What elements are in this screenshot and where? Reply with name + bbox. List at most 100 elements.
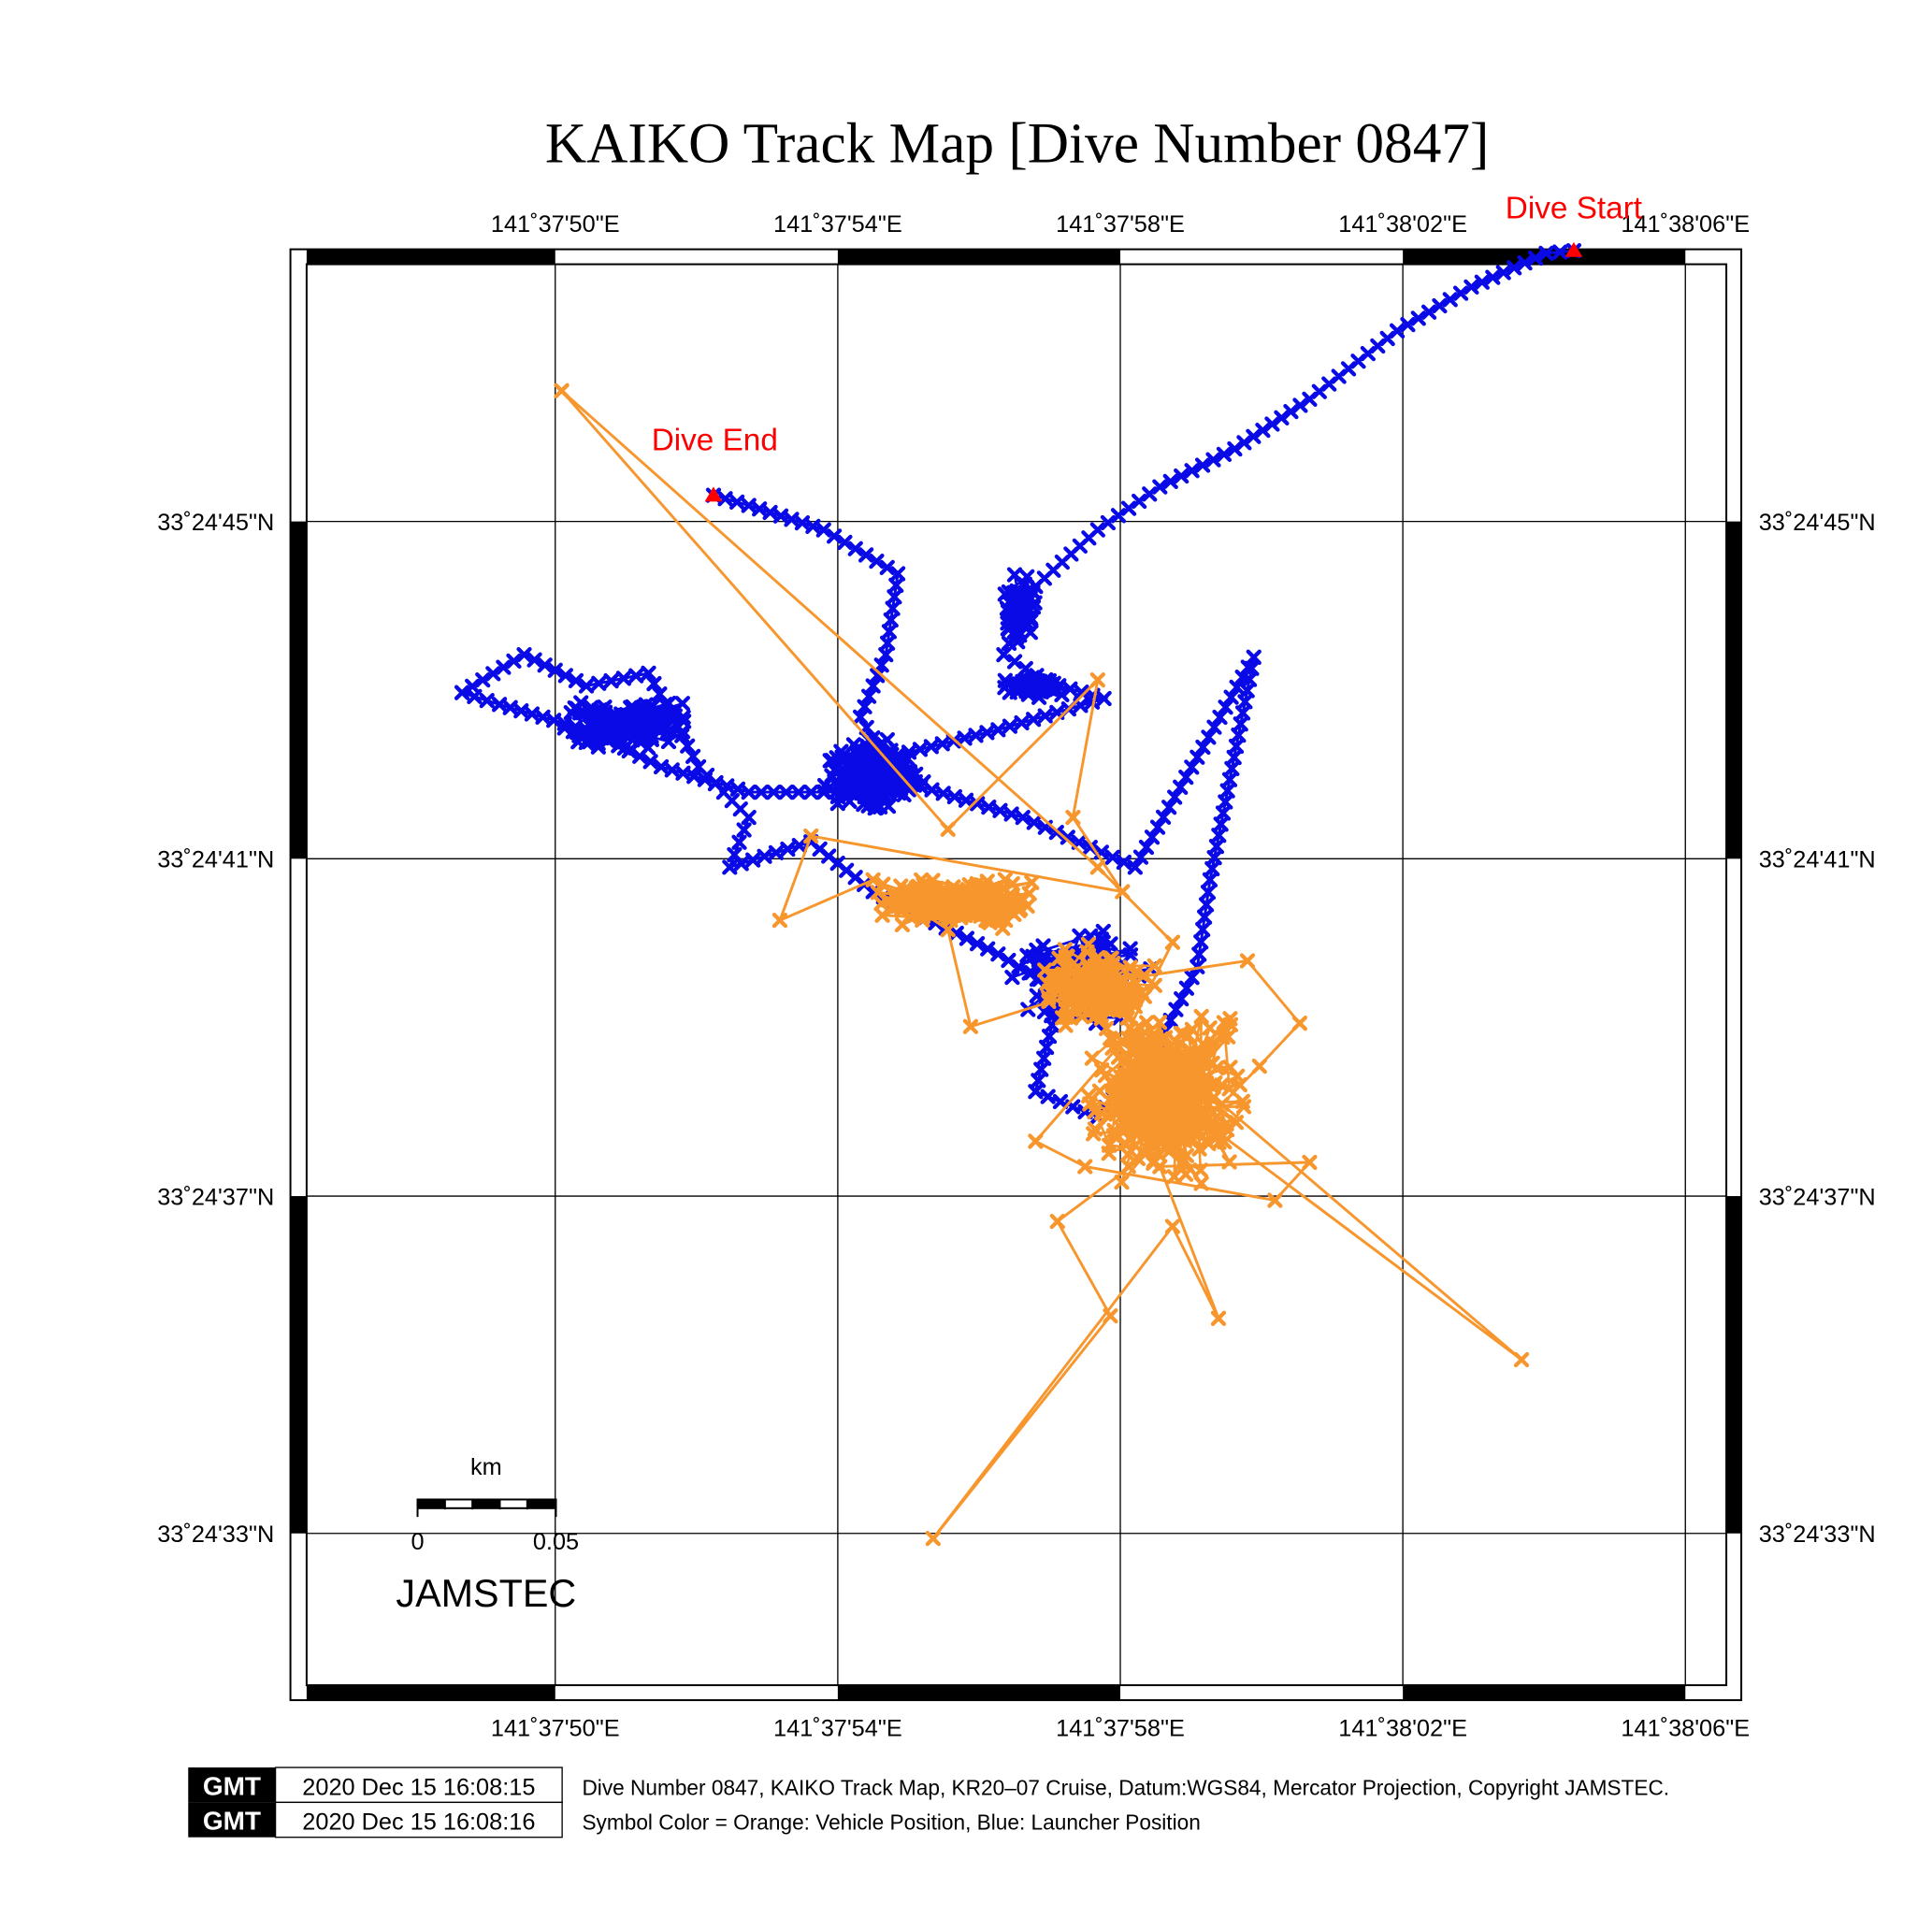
track-point-marker [1109,1128,1125,1144]
track-point-marker [1452,285,1469,301]
frame-band [290,521,307,859]
track-point-marker [660,733,677,750]
track-point-marker [1127,859,1144,875]
track-point-marker [1184,463,1200,479]
track-point-marker [870,668,886,684]
gmt-logo-1: GMT [203,1771,261,1800]
chart-title: KAIKO Track Map [Dive Number 0847] [545,111,1490,175]
track-point-marker [578,678,595,694]
track-point-marker [1037,962,1053,978]
track-point-marker [485,666,501,682]
track-point-marker [717,491,733,507]
track-point-marker [1517,255,1533,271]
track-point-marker [1073,966,1089,982]
track-point-marker [771,913,788,929]
x-tick-top-2: 141˚37'58"E [1056,211,1185,238]
track-point-marker [1028,1084,1044,1100]
track-point-marker [980,941,996,957]
track-point-marker [1152,479,1168,495]
track-point-marker [1202,1020,1218,1036]
track-point-marker [1193,934,1209,950]
track-point-marker [878,646,894,663]
track-point-marker [969,875,985,892]
track-point-marker [879,731,895,748]
track-point-marker [1193,1175,1209,1191]
track-point-marker [1089,672,1105,688]
track-point-marker [1173,779,1189,795]
track-point-marker [1143,1079,1159,1095]
track-point-marker [1102,990,1117,1006]
track-point-marker [829,788,845,804]
track-point-marker [454,685,470,700]
track-point-marker [826,528,843,544]
track-point-marker [902,883,918,899]
track-point-marker [860,688,877,704]
track-point-marker [1011,959,1027,974]
track-point-marker [1234,670,1250,685]
track-point-marker [1019,569,1035,584]
track-point-marker [591,675,607,691]
track-point-marker [877,770,894,786]
y-tick-left-3: 33˚24'33"N [157,1521,274,1548]
track-point-marker [864,763,880,780]
track-point-marker [1101,1146,1117,1161]
track-point-marker [875,876,891,892]
track-point-marker [1114,1174,1130,1190]
track-point-marker [1104,849,1120,865]
track-point-marker [1079,944,1095,960]
track-point-marker [526,652,542,668]
track-point-marker [815,522,831,538]
track-point-marker [1137,1102,1153,1117]
track-point-marker [1060,829,1075,845]
track-point-marker [1138,839,1155,856]
track-point-marker [1010,634,1026,650]
track-point-marker [1507,260,1522,276]
x-tick-bottom-3: 141˚38'02"E [1338,1716,1467,1742]
track-point-marker [962,1018,979,1034]
track-point-marker [1166,1169,1182,1185]
track-point-marker [784,512,800,527]
track-point-marker [872,799,888,815]
x-tick-bottom-2: 141˚37'58"E [1056,1716,1185,1742]
track-point-marker [860,798,876,814]
track-point-marker [1187,1124,1203,1140]
track-point-marker [567,700,583,716]
track-point-marker [848,764,864,780]
track-point-marker [1084,1050,1101,1066]
track-point-marker [1135,1051,1152,1067]
caption-1: Dive Number 0847, KAIKO Track Map, KR20–… [582,1775,1669,1799]
track-point-marker [1082,1096,1098,1112]
track-point-marker [1174,468,1189,484]
track-point-marker [1184,759,1200,775]
track-point-marker [889,890,905,906]
track-point-marker [1209,1108,1225,1124]
y-tick-left-1: 33˚24'41"N [157,847,274,873]
track-point-marker [1025,712,1042,728]
track-point-marker [870,885,886,901]
x-tick-top-4: 141˚38'06"E [1621,211,1750,238]
track-point-marker [1138,1065,1155,1081]
track-point-marker [1004,970,1020,986]
track-point-marker [1240,659,1256,675]
track-point-marker [959,930,975,946]
track-point-marker [1132,493,1147,510]
track-point-marker [1234,1093,1250,1109]
track-point-marker [1432,297,1448,314]
track-point-marker [1120,500,1137,516]
x-tick-bottom-1: 141˚37'54"E [773,1716,902,1742]
track-point-marker [1158,1141,1174,1157]
scale-unit: km [470,1454,502,1480]
track-point-marker [768,844,785,861]
track-point-marker [1003,806,1019,822]
track-point-marker [1160,1089,1175,1104]
frame-band [1726,1196,1742,1534]
dive-end-label: Dive End [652,424,778,458]
track-point-marker [1221,1154,1237,1170]
track-point-marker [1155,809,1172,826]
track-point-marker [879,635,896,651]
track-point-marker [1057,966,1073,983]
track-point-marker [757,848,772,864]
track-point-marker [1052,1093,1069,1110]
track-point-marker [1110,508,1127,524]
track-point-marker [1174,991,1189,1007]
